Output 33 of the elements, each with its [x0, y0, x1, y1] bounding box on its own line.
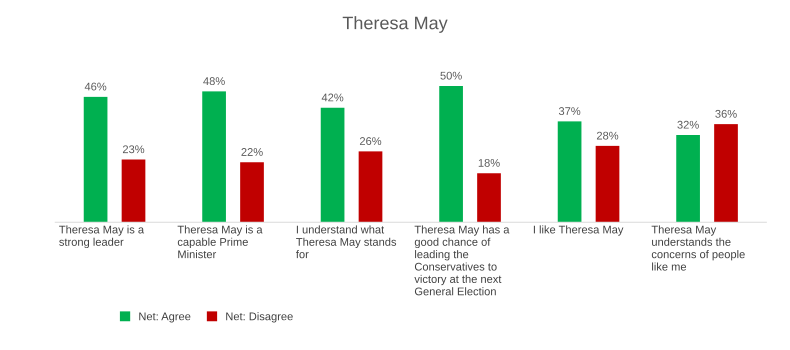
- bar: [84, 96, 108, 222]
- data-label: 22%: [241, 148, 263, 156]
- legend-label: Net: Disagree: [226, 312, 293, 322]
- x-tick-label: Theresa May understands the concerns of people like me: [652, 225, 745, 271]
- bar: [676, 135, 700, 222]
- bar: [714, 124, 738, 222]
- x-tick-label: Theresa May has a good chance of leading the Conservatives to victory at the next General Election: [414, 225, 510, 296]
- bar: [596, 146, 620, 222]
- data-label: 36%: [715, 110, 737, 118]
- data-label: 50%: [440, 72, 462, 80]
- data-label: 32%: [677, 120, 699, 129]
- x-tick-label: I like Theresa May: [534, 225, 624, 236]
- data-label: 18%: [478, 158, 500, 167]
- bar: [320, 108, 344, 222]
- data-label: 46%: [84, 82, 106, 91]
- bar: [240, 162, 264, 222]
- chart-title: Theresa May: [342, 16, 448, 33]
- legend-label: Net: Agree: [139, 312, 190, 322]
- bar: [558, 121, 582, 222]
- bar: [202, 91, 226, 222]
- bar: [477, 173, 501, 222]
- data-label: 37%: [558, 107, 580, 116]
- bar: [358, 151, 382, 222]
- x-tick-label: I understand what Theresa May stands for: [296, 225, 396, 258]
- data-label: 28%: [596, 132, 618, 140]
- bar: [439, 86, 463, 222]
- data-label: 26%: [360, 137, 382, 146]
- bar: [122, 160, 146, 222]
- x-tick-label: Theresa May is a strong leader: [59, 225, 144, 248]
- x-tick-label: Theresa May is a capable Prime Minister: [178, 225, 263, 258]
- data-label: 48%: [203, 77, 225, 86]
- data-label: 23%: [122, 145, 144, 154]
- data-label: 42%: [322, 94, 344, 102]
